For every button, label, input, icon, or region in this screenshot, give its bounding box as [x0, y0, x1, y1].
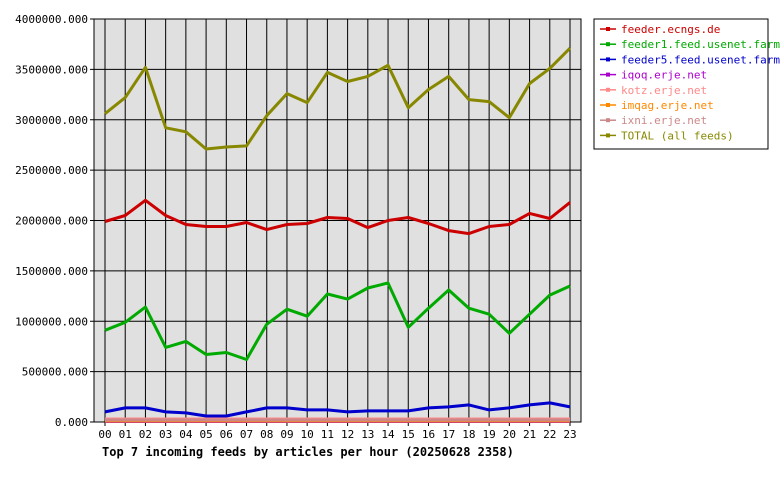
x-tick-label: 04: [179, 428, 193, 441]
x-tick-label: 16: [422, 428, 435, 441]
x-tick-label: 09: [280, 428, 293, 441]
y-tick-label: 0.000: [55, 416, 88, 429]
legend-label: imqag.erje.net: [621, 99, 714, 112]
chart-title: Top 7 incoming feeds by articles per hou…: [102, 445, 514, 459]
x-tick-label: 12: [341, 428, 354, 441]
x-tick-label: 20: [503, 428, 516, 441]
x-tick-label: 15: [402, 428, 415, 441]
y-tick-label: 2000000.000: [15, 215, 88, 228]
x-tick-label: 02: [139, 428, 152, 441]
legend-label: iqoq.erje.net: [621, 69, 707, 82]
series-line-1: [104, 281, 571, 361]
x-tick-label: 22: [543, 428, 556, 441]
x-tick-label: 21: [523, 428, 536, 441]
x-tick-label: 06: [220, 428, 233, 441]
x-tick-label: 17: [442, 428, 455, 441]
y-tick-label: 2500000.000: [15, 164, 88, 177]
x-tick-label: 11: [321, 428, 334, 441]
legend-marker: [606, 72, 610, 77]
legend-label: TOTAL (all feeds): [621, 129, 734, 142]
series-line-0: [104, 198, 571, 236]
x-axis-ticks: 00 01 02 03 04 05 06 07 08 09 10 11 12 13 14 15 16 17 18 19…: [98, 422, 577, 441]
legend-marker: [606, 27, 610, 31]
y-tick-label: 4000000.000: [15, 13, 88, 26]
x-tick-label: 18: [462, 428, 475, 441]
x-tick-label: 03: [159, 428, 172, 441]
y-tick-label: 1500000.000: [15, 265, 88, 278]
x-tick-label: 08: [260, 428, 273, 441]
y-tick-label: 500000.000: [22, 366, 88, 379]
legend-box: [593, 18, 769, 150]
legend-marker: [606, 133, 610, 138]
legend-marker: [606, 103, 610, 107]
legend-marker: [606, 87, 610, 92]
x-tick-label: 13: [361, 428, 374, 441]
x-tick-label: 14: [381, 428, 395, 441]
y-axis-ticks: 0.000 500000.000 1000000.000 1500000.000 200…: [15, 13, 94, 429]
series-line-7: [104, 47, 572, 151]
x-tick-label: 19: [483, 428, 496, 441]
legend-marker: [606, 42, 610, 47]
x-tick-label: 10: [301, 428, 314, 441]
series-lines: [104, 47, 572, 423]
legend: feeder.ecngs.de feeder1.feed.usenet.farm f…: [593, 18, 780, 150]
legend-label: kotz.erje.net: [621, 84, 707, 97]
legend-label: feeder5.feed.usenet.farm: [621, 53, 780, 66]
x-tick-label: 01: [119, 428, 132, 441]
series-line-2: [104, 401, 571, 418]
x-tick-label: 05: [199, 428, 212, 441]
legend-label: feeder.ecngs.de: [621, 23, 720, 36]
x-tick-label: 07: [240, 428, 253, 441]
legend-marker: [606, 118, 610, 123]
legend-label: feeder1.feed.usenet.farm: [621, 38, 780, 51]
legend-label: ixni.erje.net: [621, 114, 707, 127]
y-tick-label: 3500000.000: [15, 63, 88, 76]
y-tick-label: 3000000.000: [15, 114, 88, 127]
y-tick-label: 1000000.000: [15, 315, 88, 328]
x-tick-label: 00: [98, 428, 111, 441]
x-tick-label: 23: [563, 428, 576, 441]
legend-marker: [606, 57, 610, 62]
